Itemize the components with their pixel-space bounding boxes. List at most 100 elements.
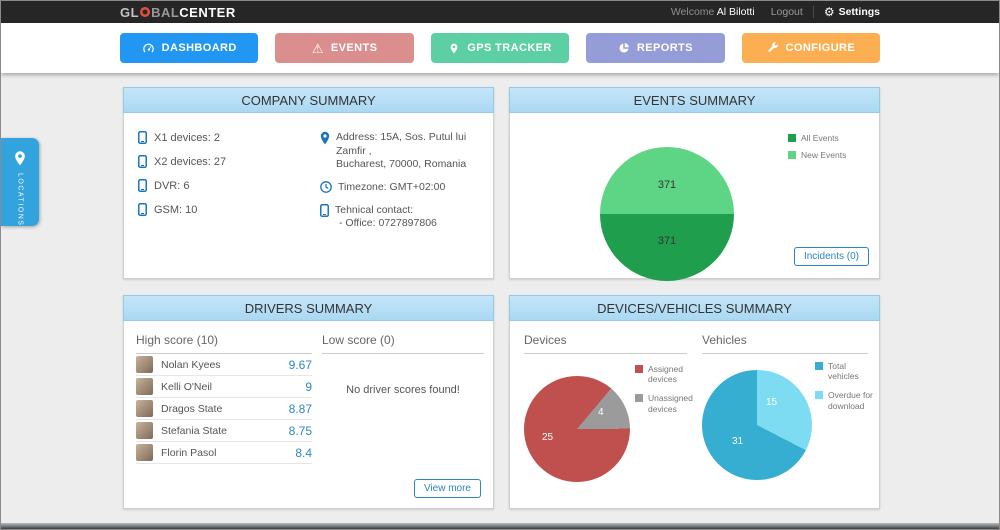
driver-avatar: [136, 400, 153, 417]
tab-dashboard[interactable]: DASHBOARD: [120, 33, 259, 63]
legend-item: All Events: [788, 133, 846, 143]
settings-button[interactable]: ⚙ Settings: [823, 5, 880, 19]
devices-pie-chart: 25 4: [524, 376, 630, 482]
clock-icon: [320, 181, 332, 193]
driver-name: Nolan Kyees: [161, 358, 221, 371]
mobile-device-icon: [138, 131, 147, 144]
address-row: Address: 15A, Sos. Putul lui Zamfir , Bu…: [320, 131, 488, 172]
pie-value-label: 25: [542, 432, 554, 443]
logo-o-icon: [140, 7, 151, 17]
driver-avatar: [136, 422, 153, 439]
vehicles-pie-chart: 15 31: [702, 370, 812, 480]
pie-value-label: 371: [657, 179, 677, 191]
pie-value-label: 4: [598, 407, 604, 418]
driver-name: Kelli O'Neil: [161, 380, 213, 393]
no-scores-message: No driver scores found!: [346, 384, 460, 396]
legend-swatch: [788, 151, 796, 160]
driver-score: 8.75: [288, 423, 312, 438]
driver-row: Nolan Kyees 9.67: [136, 354, 312, 376]
mobile-device-icon: [138, 155, 147, 168]
legend-swatch: [788, 134, 796, 142]
pin-icon: [320, 131, 330, 145]
driver-score: 8.87: [288, 401, 312, 416]
nav-bar: DASHBOARD ⚠ EVENTS GPS TRACKER CONFIGURE…: [1, 23, 999, 73]
legend-item: New Events: [788, 150, 846, 160]
logo-text: CENTER: [179, 4, 236, 20]
driver-name: Stefania State: [161, 424, 227, 437]
pie-value-label: 31: [732, 436, 744, 447]
pie-value-label: 371: [657, 235, 677, 247]
vehicles-header: Vehicles: [702, 333, 868, 354]
pie-value-label: 15: [766, 397, 778, 408]
events-pie-chart: 371 371: [600, 147, 734, 281]
tab-events[interactable]: ⚠ EVENTS: [275, 33, 414, 63]
device-count-row: DVR: 6: [138, 179, 226, 192]
panel-title: DEVICES/VEHICLES SUMMARY: [509, 295, 880, 321]
timezone-row: Timezone: GMT+02:00: [320, 181, 488, 195]
driver-name: Florin Pasol: [161, 446, 217, 459]
logo-text: BAL: [151, 4, 180, 20]
low-score-header: Low score (0): [322, 333, 484, 354]
legend-swatch: [815, 362, 823, 370]
location-pin-icon: [15, 151, 25, 166]
driver-score: 8.4: [295, 445, 312, 460]
events-legend: All Events New Events: [788, 133, 846, 167]
mobile-device-icon: [138, 203, 147, 216]
address-line-2: Bucharest, 70000, Romania: [336, 158, 467, 171]
phone-icon: [320, 203, 329, 217]
contact-label: Tehnical contact:: [335, 203, 414, 216]
driver-row: Dragos State 8.87: [136, 398, 312, 420]
legend-item: Overdue for download: [815, 390, 873, 411]
events-summary-panel: EVENTS SUMMARY All Events New Events 371…: [509, 87, 880, 281]
panel-title: EVENTS SUMMARY: [509, 87, 880, 113]
panel-title: COMPANY SUMMARY: [123, 87, 494, 113]
view-more-button[interactable]: View more: [413, 479, 481, 498]
device-count-row: GSM: 10: [138, 203, 226, 216]
drivers-summary-panel: DRIVERS SUMMARY High score (10) Nolan Ky…: [123, 295, 494, 509]
driver-score: 9.67: [288, 357, 312, 372]
incidents-button[interactable]: Incidents (0): [793, 247, 869, 266]
pie-chart-icon: [619, 43, 629, 53]
tab-configure[interactable]: CONFIGURE: [741, 33, 881, 63]
high-score-header: High score (10): [136, 333, 312, 354]
logout-link[interactable]: Logout: [770, 6, 803, 18]
company-summary-panel: COMPANY SUMMARY X1 devices: 2 X2 devices…: [123, 87, 494, 279]
driver-avatar: [136, 356, 153, 373]
tab-reports[interactable]: CONFIGURE REPORTS: [586, 33, 725, 63]
legend-swatch: [815, 391, 823, 400]
map-pin-icon: [450, 43, 458, 53]
locations-tab-label: LOCATIONS: [16, 172, 24, 226]
divider: [812, 6, 814, 18]
device-count-row: X2 devices: 27: [138, 155, 226, 168]
vehicles-legend: Total vehicles Overdue for download: [815, 361, 873, 420]
username-link[interactable]: Al Bilotti: [716, 6, 755, 18]
logo-text: GL: [120, 4, 140, 20]
welcome-text: Welcome Al Bilotti: [670, 6, 755, 18]
device-count-row: X1 devices: 2: [138, 131, 226, 144]
devices-legend: Assigned devices Unassigned devices: [635, 364, 693, 423]
driver-name: Dragos State: [161, 402, 223, 415]
wrench-icon: [767, 42, 778, 52]
contact-office: - Office: 0727897806: [339, 217, 437, 230]
devices-header: Devices: [524, 333, 687, 354]
mobile-device-icon: [138, 179, 147, 192]
locations-side-tab[interactable]: LOCATIONS: [1, 138, 39, 226]
driver-score: 9: [305, 379, 312, 394]
legend-item: Total vehicles: [815, 361, 873, 381]
top-bar: GL BAL CENTER Welcome Al Bilotti Logout …: [1, 1, 999, 23]
warning-icon: ⚠: [311, 40, 324, 56]
driver-row: Florin Pasol 8.4: [136, 442, 312, 464]
bottom-edge: [1, 523, 999, 529]
gear-icon: ⚙: [823, 5, 835, 19]
driver-row: Kelli O'Neil 9: [136, 376, 312, 398]
global-center-logo: GL BAL CENTER: [120, 5, 236, 20]
driver-avatar: [136, 444, 153, 461]
address-line-1: Address: 15A, Sos. Putul lui Zamfir ,: [336, 131, 467, 157]
driver-avatar: [136, 378, 153, 395]
tab-gps-tracker[interactable]: GPS TRACKER: [430, 33, 570, 63]
legend-item: Unassigned devices: [635, 393, 693, 414]
driver-row: Stefania State 8.75: [136, 420, 312, 442]
legend-swatch: [635, 365, 643, 373]
devices-vehicles-summary-panel: DEVICES/VEHICLES SUMMARY Devices Vehicle…: [509, 295, 880, 509]
